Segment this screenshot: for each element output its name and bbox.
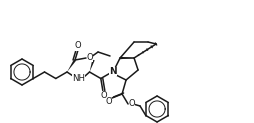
Text: O: O bbox=[86, 53, 93, 62]
Polygon shape bbox=[89, 60, 94, 72]
Text: O: O bbox=[128, 100, 135, 108]
Text: O: O bbox=[74, 41, 81, 51]
Polygon shape bbox=[67, 59, 76, 72]
Text: N: N bbox=[109, 67, 116, 76]
Text: NH: NH bbox=[72, 74, 85, 83]
Polygon shape bbox=[120, 57, 134, 59]
Text: O: O bbox=[105, 98, 112, 107]
Text: O: O bbox=[100, 91, 107, 100]
